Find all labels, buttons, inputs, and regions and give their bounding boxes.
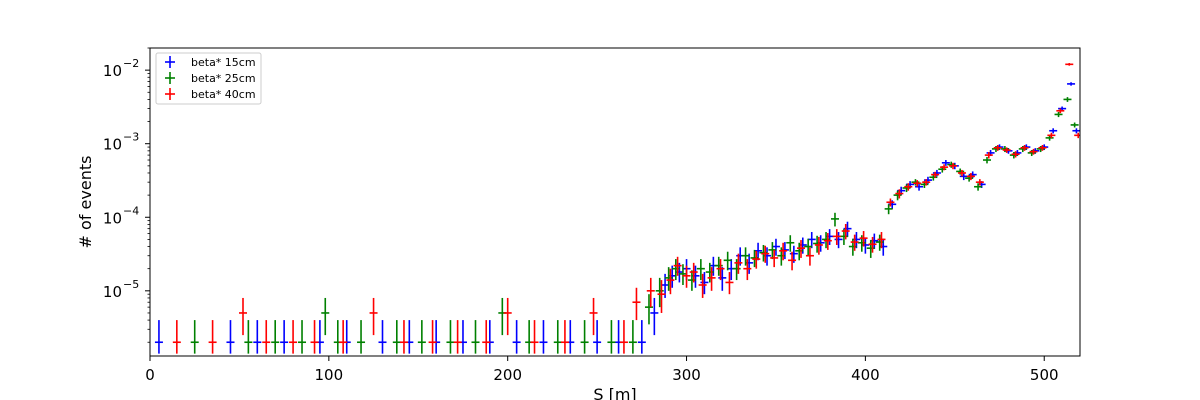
legend-label: beta* 40cm (191, 88, 256, 101)
plot-background (150, 48, 1080, 356)
y-tick-exponent: −4 (123, 204, 139, 217)
legend-label: beta* 25cm (191, 72, 256, 85)
series-layer (154, 63, 1080, 354)
x-tick-label: 400 (851, 366, 880, 384)
x-tick-label: 100 (315, 366, 344, 384)
legend: beta* 15cm beta* 25cm beta* 40cm (155, 52, 262, 105)
x-tick-label: 300 (672, 366, 701, 384)
y-tick-label: 10 (103, 62, 122, 80)
y-tick-label: 10 (103, 283, 122, 301)
y-tick-label: 10 (103, 136, 122, 154)
plot-frame (149, 47, 1081, 357)
x-tick-label: 500 (1030, 366, 1059, 384)
y-tick-exponent: −5 (123, 278, 139, 291)
series-2 (190, 97, 1079, 354)
x-axis-label: S [m] (593, 385, 636, 400)
y-tick-label: 10 (103, 209, 122, 227)
y-axis-label: # of events (76, 156, 95, 249)
x-tick-label: 200 (493, 366, 522, 384)
legend-label: beta* 15cm (191, 56, 256, 69)
y-tick-exponent: −3 (123, 131, 139, 144)
legend-box (155, 52, 262, 105)
y-tick-exponent: −2 (123, 57, 139, 70)
series-3 (172, 63, 1080, 354)
x-tick-label: 0 (145, 366, 155, 384)
